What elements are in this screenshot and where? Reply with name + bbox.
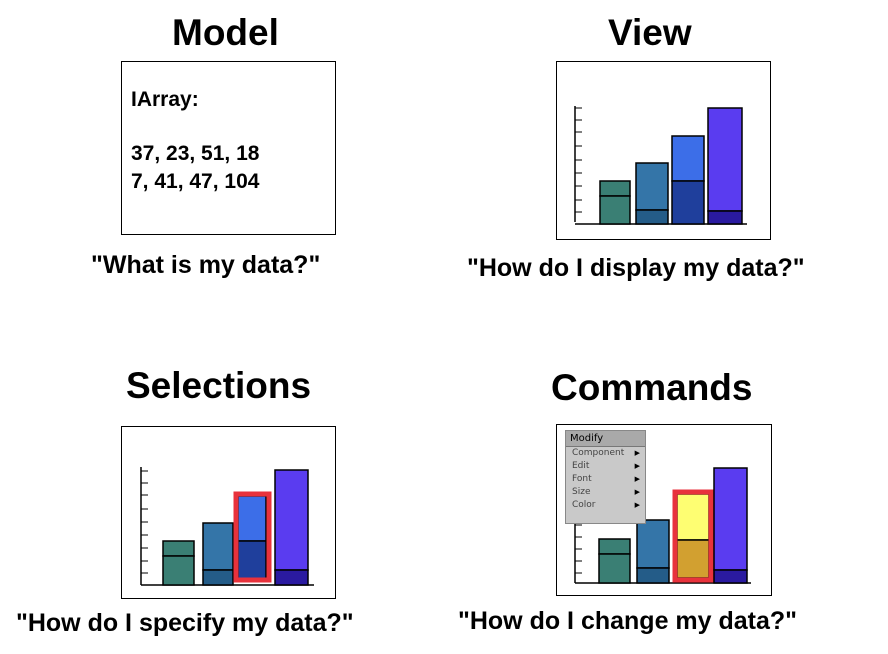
submenu-arrow-icon: ▶ — [634, 462, 640, 470]
selections-bar-2-top — [202, 522, 234, 571]
menu-item-label: Color — [572, 500, 596, 510]
selections-y-axis — [140, 467, 148, 585]
menu-item-component[interactable]: Component ▶ — [566, 447, 645, 460]
submenu-arrow-icon: ▶ — [634, 475, 640, 483]
model-caption: "What is my data?" — [91, 251, 321, 279]
view-bar-1-top — [599, 180, 631, 197]
commands-bar-4-bottom — [713, 569, 748, 584]
view-bar-2-top — [635, 162, 669, 211]
array-values-line2: 7, 41, 47, 104 — [131, 170, 260, 193]
selections-bar-3-bottom — [237, 540, 267, 580]
view-bar-chart — [574, 106, 747, 225]
view-bar-4-top — [707, 107, 743, 212]
submenu-arrow-icon: ▶ — [634, 488, 640, 496]
array-label: IArray: — [131, 88, 199, 111]
array-values-line1: 37, 23, 51, 18 — [131, 142, 260, 165]
selections-bar-3-top — [237, 495, 267, 542]
submenu-arrow-icon: ▶ — [634, 501, 640, 509]
model-title: Model — [172, 12, 279, 53]
commands-bar-2-bottom — [636, 567, 670, 584]
commands-bar-3-bottom — [676, 539, 710, 579]
modify-menu[interactable]: Modify Component ▶ Edit ▶ Font ▶ Size ▶ … — [565, 430, 646, 524]
view-title: View — [608, 12, 692, 53]
view-caption: "How do I display my data?" — [467, 254, 805, 282]
selections-bar-2-bottom — [202, 569, 234, 586]
view-bar-1-bottom — [599, 195, 631, 225]
selections-title: Selections — [126, 365, 312, 406]
model-box: IArray: 37, 23, 51, 18 7, 41, 47, 104 — [121, 61, 336, 235]
view-bar-2-bottom — [635, 209, 669, 225]
selections-bar-4-bottom — [274, 569, 309, 586]
commands-bar-3-top — [676, 493, 710, 541]
commands-bar-2-top — [636, 519, 670, 569]
menu-item-edit[interactable]: Edit ▶ — [566, 460, 645, 473]
menu-item-label: Size — [572, 487, 591, 497]
menu-item-label: Edit — [572, 461, 590, 471]
selections-bar-4-top — [274, 469, 309, 571]
commands-bar-4-top — [713, 467, 748, 571]
view-bar-4-bottom — [707, 210, 743, 225]
commands-bar-1-bottom — [598, 553, 631, 584]
menu-item-color[interactable]: Color ▶ — [566, 499, 645, 512]
view-chart-box — [556, 61, 771, 240]
menu-item-label: Font — [572, 474, 592, 484]
view-y-axis — [574, 106, 582, 222]
selection-highlight-outline[interactable] — [233, 491, 272, 583]
view-bar-3-bottom — [671, 180, 705, 225]
menu-item-label: Component — [572, 448, 625, 458]
commands-caption: "How do I change my data?" — [458, 607, 798, 635]
view-bar-3-top — [671, 135, 705, 182]
selections-caption: "How do I specify my data?" — [16, 609, 354, 637]
selections-bar-1-top — [162, 540, 195, 557]
commands-title: Commands — [551, 367, 753, 408]
menu-item-size[interactable]: Size ▶ — [566, 486, 645, 499]
commands-bar-1-top — [598, 538, 631, 555]
menu-item-font[interactable]: Font ▶ — [566, 473, 645, 486]
selections-chart-box — [121, 426, 336, 599]
menu-title-modify[interactable]: Modify — [566, 431, 645, 447]
commands-bar-chart — [574, 467, 751, 584]
selections-bar-1-bottom — [162, 555, 195, 586]
submenu-arrow-icon: ▶ — [634, 449, 640, 457]
command-highlight-outline[interactable] — [672, 489, 714, 583]
selections-bar-chart — [140, 467, 314, 586]
